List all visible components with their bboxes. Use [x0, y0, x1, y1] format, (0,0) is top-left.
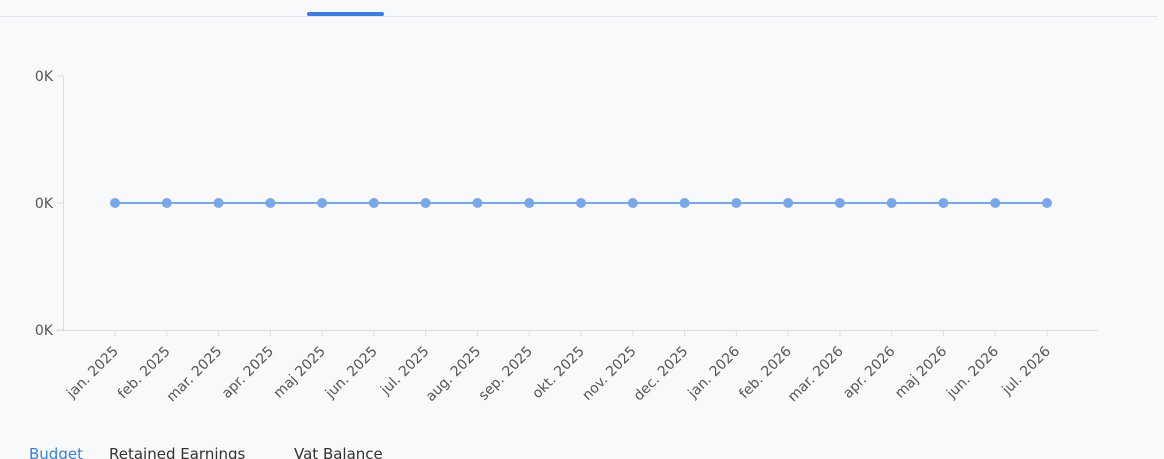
point [731, 198, 742, 208]
x-tick-label: jul. 2026 [999, 343, 1054, 398]
point [265, 198, 276, 208]
x-tick-label: dec. 2025 [631, 344, 692, 405]
point [368, 198, 379, 208]
point [213, 198, 224, 208]
point [110, 198, 120, 208]
point [161, 198, 172, 208]
point [834, 198, 845, 208]
point [576, 198, 586, 208]
x-tick-label: jul. 2025 [377, 344, 432, 399]
point [472, 198, 483, 208]
y-tick-label: 0K [35, 323, 54, 339]
x-tick-label: mar. 2025 [164, 344, 226, 406]
point [938, 198, 949, 208]
point [627, 198, 638, 208]
point [990, 198, 1001, 208]
x-tick-label: jan. 2025 [63, 344, 122, 403]
point [1042, 198, 1052, 208]
point [524, 198, 535, 208]
x-tick-label: mar. 2026 [785, 343, 847, 405]
x-tick-label: nov. 2025 [579, 344, 639, 404]
tab[interactable]: Retained Earnings [109, 445, 246, 459]
x-tick-label: maj 2026 [892, 343, 950, 401]
active-tab-indicator [307, 12, 384, 16]
point [420, 198, 431, 208]
point [317, 198, 328, 208]
x-tick-label: maj 2025 [271, 344, 329, 402]
x-tick-label: sep. 2025 [476, 344, 536, 404]
point [886, 198, 897, 208]
x-tick-label: aug. 2025 [423, 344, 484, 405]
x-tick-label: jun. 2025 [322, 344, 381, 403]
x-tick-label: apr. 2026 [840, 343, 898, 401]
x-tick-label: jan. 2026 [685, 343, 744, 402]
point [679, 198, 690, 208]
x-tick-label: apr. 2025 [219, 344, 277, 402]
y-tick-label: 0K [35, 196, 54, 212]
y-tick-label: 0K [35, 69, 54, 85]
tab[interactable]: Budget [29, 445, 83, 459]
point [783, 198, 794, 208]
tab[interactable]: Vat Balance [294, 445, 383, 459]
x-tick-label: jun. 2026 [943, 343, 1002, 402]
